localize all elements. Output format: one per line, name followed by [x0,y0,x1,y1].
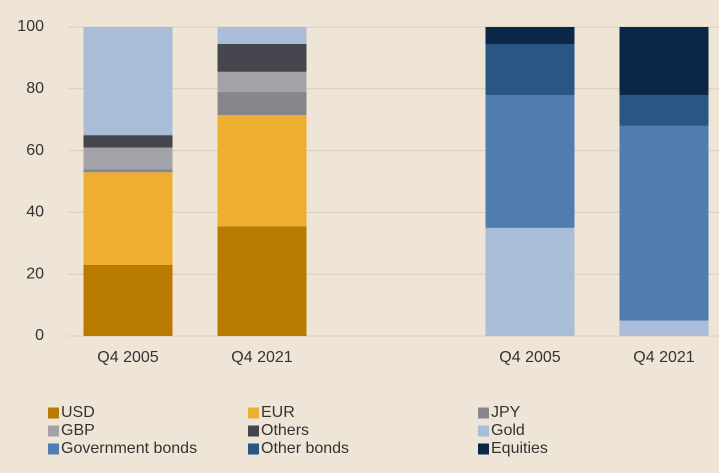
x-tick-label: Q4 2005 [97,349,158,366]
legend-label: Equities [491,440,548,457]
legend-label: Gold [491,422,525,439]
legend-swatch [248,425,259,437]
legend-label: EUR [261,404,295,421]
bar-segment [485,227,575,336]
y-tick-label: 80 [26,80,44,97]
legend-swatch [48,407,59,419]
bar-segment [217,91,307,116]
y-tick-label: 100 [17,18,44,35]
bar-segment [217,71,307,92]
bar-segment [485,27,575,44]
y-tick-label: 20 [26,265,44,282]
bar-segment [217,226,307,336]
bar-segment [217,27,307,44]
bar-segment [619,320,709,336]
bar-segment [83,169,173,173]
bar-segment [485,94,575,228]
bar-segment [485,43,575,95]
legend-label: JPY [491,404,521,421]
y-tick-label: 60 [26,142,44,159]
legend-label: Others [261,422,309,439]
legend-label: GBP [61,422,95,439]
y-tick-label: 40 [26,204,44,221]
bar-segment [619,27,709,95]
bar-segment [83,27,173,136]
x-tick-label: Q4 2021 [231,349,292,366]
bar-segment [83,135,173,148]
bar-segment [83,147,173,170]
legend-swatch [248,407,259,419]
legend-label: Government bonds [61,440,197,457]
bar-segment [217,43,307,72]
legend-swatch [478,407,489,419]
legend-swatch [48,443,59,455]
legend-swatch [48,425,59,437]
legend-swatch [478,425,489,437]
bar-segment [83,264,173,336]
x-tick-label: Q4 2005 [499,349,560,366]
legend-label: Other bonds [261,440,349,457]
bar-segment [619,125,709,321]
legend-swatch [478,443,489,455]
legend-label: USD [61,404,95,421]
legend-swatch [248,443,259,455]
y-tick-label: 0 [35,327,44,344]
x-tick-label: Q4 2021 [633,349,694,366]
bar-segment [217,115,307,227]
bar-segment [83,172,173,265]
bar-segment [619,94,709,126]
